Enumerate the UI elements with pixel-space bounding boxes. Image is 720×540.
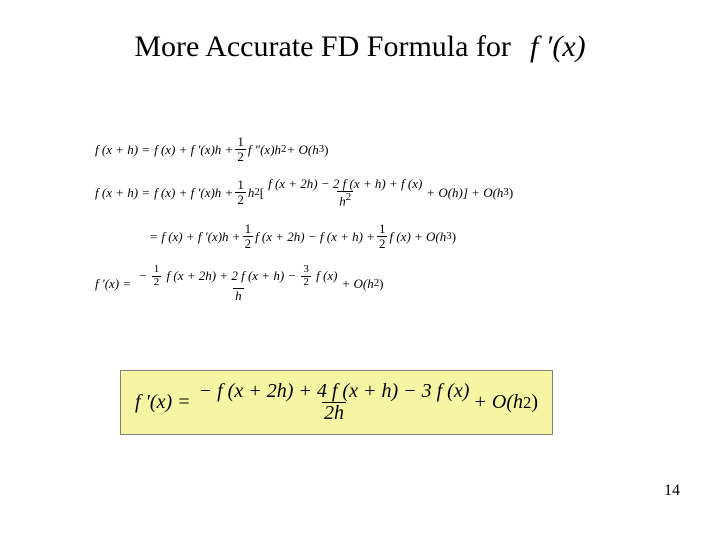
page-number: 14 <box>664 482 680 500</box>
eq1-half: 1 2 <box>235 135 246 163</box>
result-rhs: + O(h <box>473 391 523 414</box>
slide-title: More Accurate FD Formula for f ′(x) <box>0 30 720 64</box>
equations-block: f (x + h) = f (x) + f ′(x)h + 1 2 f ″(x)… <box>95 135 615 317</box>
equation-line-2: f (x + h) = f (x) + f ′(x)h + 1 2 h2 [ f… <box>95 177 615 208</box>
result-frac: − f (x + 2h) + 4 f (x + h) − 3 f (x) 2h <box>197 381 472 424</box>
title-text: More Accurate FD Formula for <box>134 30 511 63</box>
eq2-c: [ <box>260 186 264 199</box>
slide: More Accurate FD Formula for f ′(x) f (x… <box>0 0 720 540</box>
equation-line-4: f ′(x) = − 1 2 f (x + 2h) + 2 f (x + h) … <box>95 264 615 303</box>
eq3-half1: 1 2 <box>243 222 254 250</box>
equation-line-1: f (x + h) = f (x) + f ′(x)h + 1 2 f ″(x)… <box>95 135 615 163</box>
eq2-lhs: f (x + h) = <box>95 186 150 199</box>
eq1-lhs: f (x + h) = <box>95 143 150 156</box>
eq4-rhs: + O(h <box>341 277 373 290</box>
result-formula: f ′(x) = − f (x + 2h) + 4 f (x + h) − 3 … <box>120 370 553 435</box>
eq3-a: f (x) + f ′(x)h + <box>161 230 240 243</box>
eq2-d: + O(h)] + O(h <box>426 186 503 199</box>
eq2-a: f (x) + f ′(x)h + <box>154 186 233 199</box>
eq3-b: f (x + 2h) − f (x + h) + <box>255 230 375 243</box>
eq3-lhs: = <box>150 230 157 243</box>
eq4-bigfrac: − 1 2 f (x + 2h) + 2 f (x + h) − 3 2 f (… <box>137 264 339 303</box>
eq1-b: f ″(x)h <box>248 143 281 156</box>
eq1-a: f (x) + f ′(x)h + <box>154 143 233 156</box>
eq2-frac2: f (x + 2h) − 2 f (x + h) + f (x) h2 <box>266 177 424 208</box>
eq3-c: f (x) + O(h <box>389 230 446 243</box>
result-lhs: f ′(x) = <box>135 391 191 414</box>
eq3-half2: 1 2 <box>377 222 388 250</box>
title-expr: f ′(x) <box>530 30 586 63</box>
equation-line-3: = f (x) + f ′(x)h + 1 2 f (x + 2h) − f (… <box>150 222 615 250</box>
eq4-lhs: f ′(x) = <box>95 277 131 290</box>
eq1-c: + O(h <box>286 143 318 156</box>
eq2-half: 1 2 <box>235 178 246 206</box>
